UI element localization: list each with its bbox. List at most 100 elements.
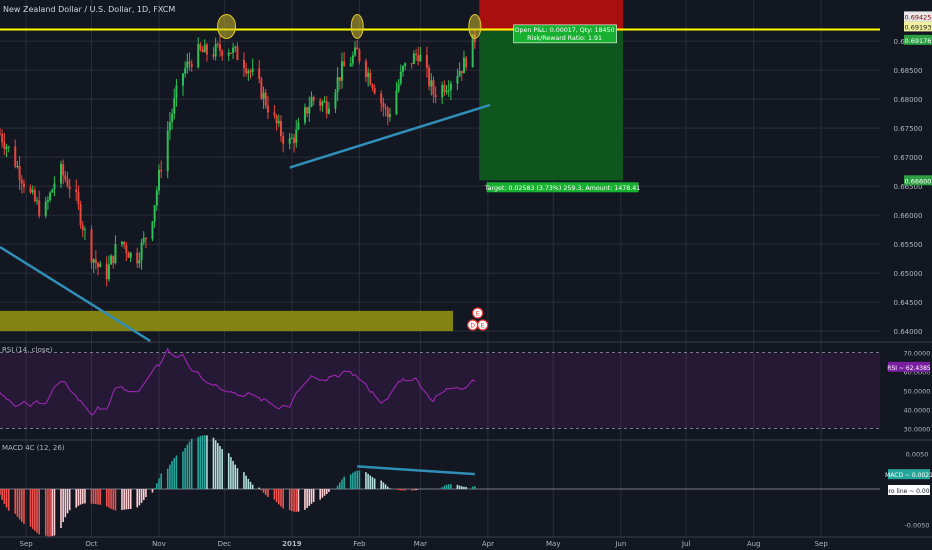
rsi-tick-label: 40.0000 (904, 407, 931, 415)
macd-tick-label: 0.0050 (906, 451, 929, 459)
target-price-tag: 0.66600 (904, 175, 932, 186)
price-candle-body (419, 54, 422, 62)
price-candle-body (186, 61, 189, 69)
price-candle-body (112, 255, 115, 263)
price-candle-body (197, 44, 200, 68)
price-candle-body (1, 134, 4, 143)
zero-line-tag: Zero line ~ 0.0000 (881, 485, 932, 495)
take-profit-zone (479, 30, 623, 181)
event-marker-upper-text: E (476, 311, 480, 318)
macd-pane-title[interactable]: MACD 4C (12, 26) (2, 444, 65, 452)
price-candle-body (327, 108, 330, 114)
price-candle-body (325, 101, 328, 114)
price-candle-body (323, 101, 326, 103)
price-candle-body (219, 44, 221, 51)
price-candle-body (7, 146, 10, 148)
price-candle-body (441, 85, 444, 98)
time-tick-label: May (546, 540, 560, 548)
time-tick-label: Apr (482, 540, 494, 548)
price-candle-body (232, 47, 235, 54)
price-candle-body (247, 71, 250, 74)
price-candle-body (75, 189, 78, 193)
price-tick-label: 0.65500 (894, 241, 923, 249)
price-candle-body (188, 61, 191, 64)
time-tick-label: Feb (353, 540, 366, 548)
drawings (0, 13, 880, 343)
target-price-tag-bg (904, 175, 932, 186)
resistance-price-tag-text: 0.69193 (905, 23, 932, 31)
target-box (486, 182, 639, 193)
price-candle-body (266, 105, 269, 113)
stop-price-tag: 0.69425 (904, 11, 932, 22)
price-candle-body (51, 189, 54, 193)
price-candle-body (295, 129, 298, 144)
price-candle-body (168, 122, 171, 131)
price-candle-body (410, 63, 413, 65)
price-candle-body (449, 83, 452, 91)
price-candle-body (18, 165, 21, 180)
price-candle-body (306, 107, 309, 114)
time-tick-label: Oct (85, 540, 97, 548)
price-tick-label: 0.68500 (894, 67, 923, 75)
price-candle-body (445, 90, 448, 93)
price-candle-body (181, 73, 184, 86)
symbol-title[interactable]: New Zealand Dollar / U.S. Dollar, 1D, FX… (3, 5, 176, 14)
price-candle-body (36, 200, 39, 202)
target-label: Target: 0.02583 (3.73%) 259.3, Amount: 1… (484, 185, 641, 192)
price-candle-body (430, 80, 433, 87)
price-candle-body (373, 87, 376, 94)
price-candle-body (319, 100, 322, 106)
rsi-band-fill (0, 352, 880, 429)
price-candle-body (425, 54, 428, 68)
price-candle-body (371, 84, 374, 88)
price-candle-body (175, 85, 178, 99)
price-candle-body (140, 242, 143, 261)
price-candle-body (384, 107, 387, 109)
price-candle-body (123, 241, 126, 246)
price-candle-body (83, 229, 86, 231)
price-candle-body (277, 120, 280, 124)
rsi-value-tag-bg (888, 361, 930, 372)
trade-zones (0, 0, 623, 332)
price-tick-label: 0.68000 (894, 96, 923, 104)
zero-line-tag-bg (888, 485, 930, 495)
price-candle-body (129, 252, 132, 258)
price-candle-body (151, 221, 154, 240)
time-tick-label: Sep (815, 540, 829, 548)
support-zone (0, 310, 454, 332)
price-candle-body (59, 164, 62, 184)
price-candle-body (66, 179, 69, 187)
rsi-tick-label: 60.0000 (904, 369, 931, 377)
price-candle-body (312, 97, 315, 101)
price-candle-body (367, 72, 370, 77)
macd-value-tag-bg (888, 469, 930, 480)
price-candle-body (336, 77, 339, 93)
price-candle-body (447, 90, 450, 92)
price-candle-body (262, 92, 265, 99)
price-candle-body (251, 68, 254, 72)
ascending-trendline (289, 103, 491, 169)
price-candle-body (401, 66, 404, 72)
time-tick-label: Jun (614, 540, 626, 548)
price-tick-label: 0.66000 (894, 212, 923, 220)
price-candle-body (308, 106, 311, 114)
target-price-tag-text: 0.66600 (905, 177, 932, 185)
rsi-pane-title[interactable]: RSI (14, close) (2, 346, 53, 354)
price-tick-label: 0.65000 (894, 270, 923, 278)
time-tick-label: Aug (747, 540, 761, 548)
price-candle-body (190, 63, 193, 68)
price-candle-body (380, 93, 383, 104)
price-tick-label: 0.66500 (894, 183, 923, 191)
price-candle-body (136, 252, 139, 264)
price-candle-body (110, 255, 113, 265)
price-candle-body (275, 115, 278, 124)
event-marker-lower-right: E (477, 319, 489, 331)
price-tick-label: 0.64500 (894, 299, 923, 307)
price-candle-body (114, 244, 117, 263)
price-candle-body (155, 190, 158, 206)
price-candle-body (290, 137, 293, 139)
price-candle-body (105, 263, 108, 280)
price-candle-body (201, 49, 204, 53)
entry-price-tag-text: 0.69176 (905, 37, 932, 45)
